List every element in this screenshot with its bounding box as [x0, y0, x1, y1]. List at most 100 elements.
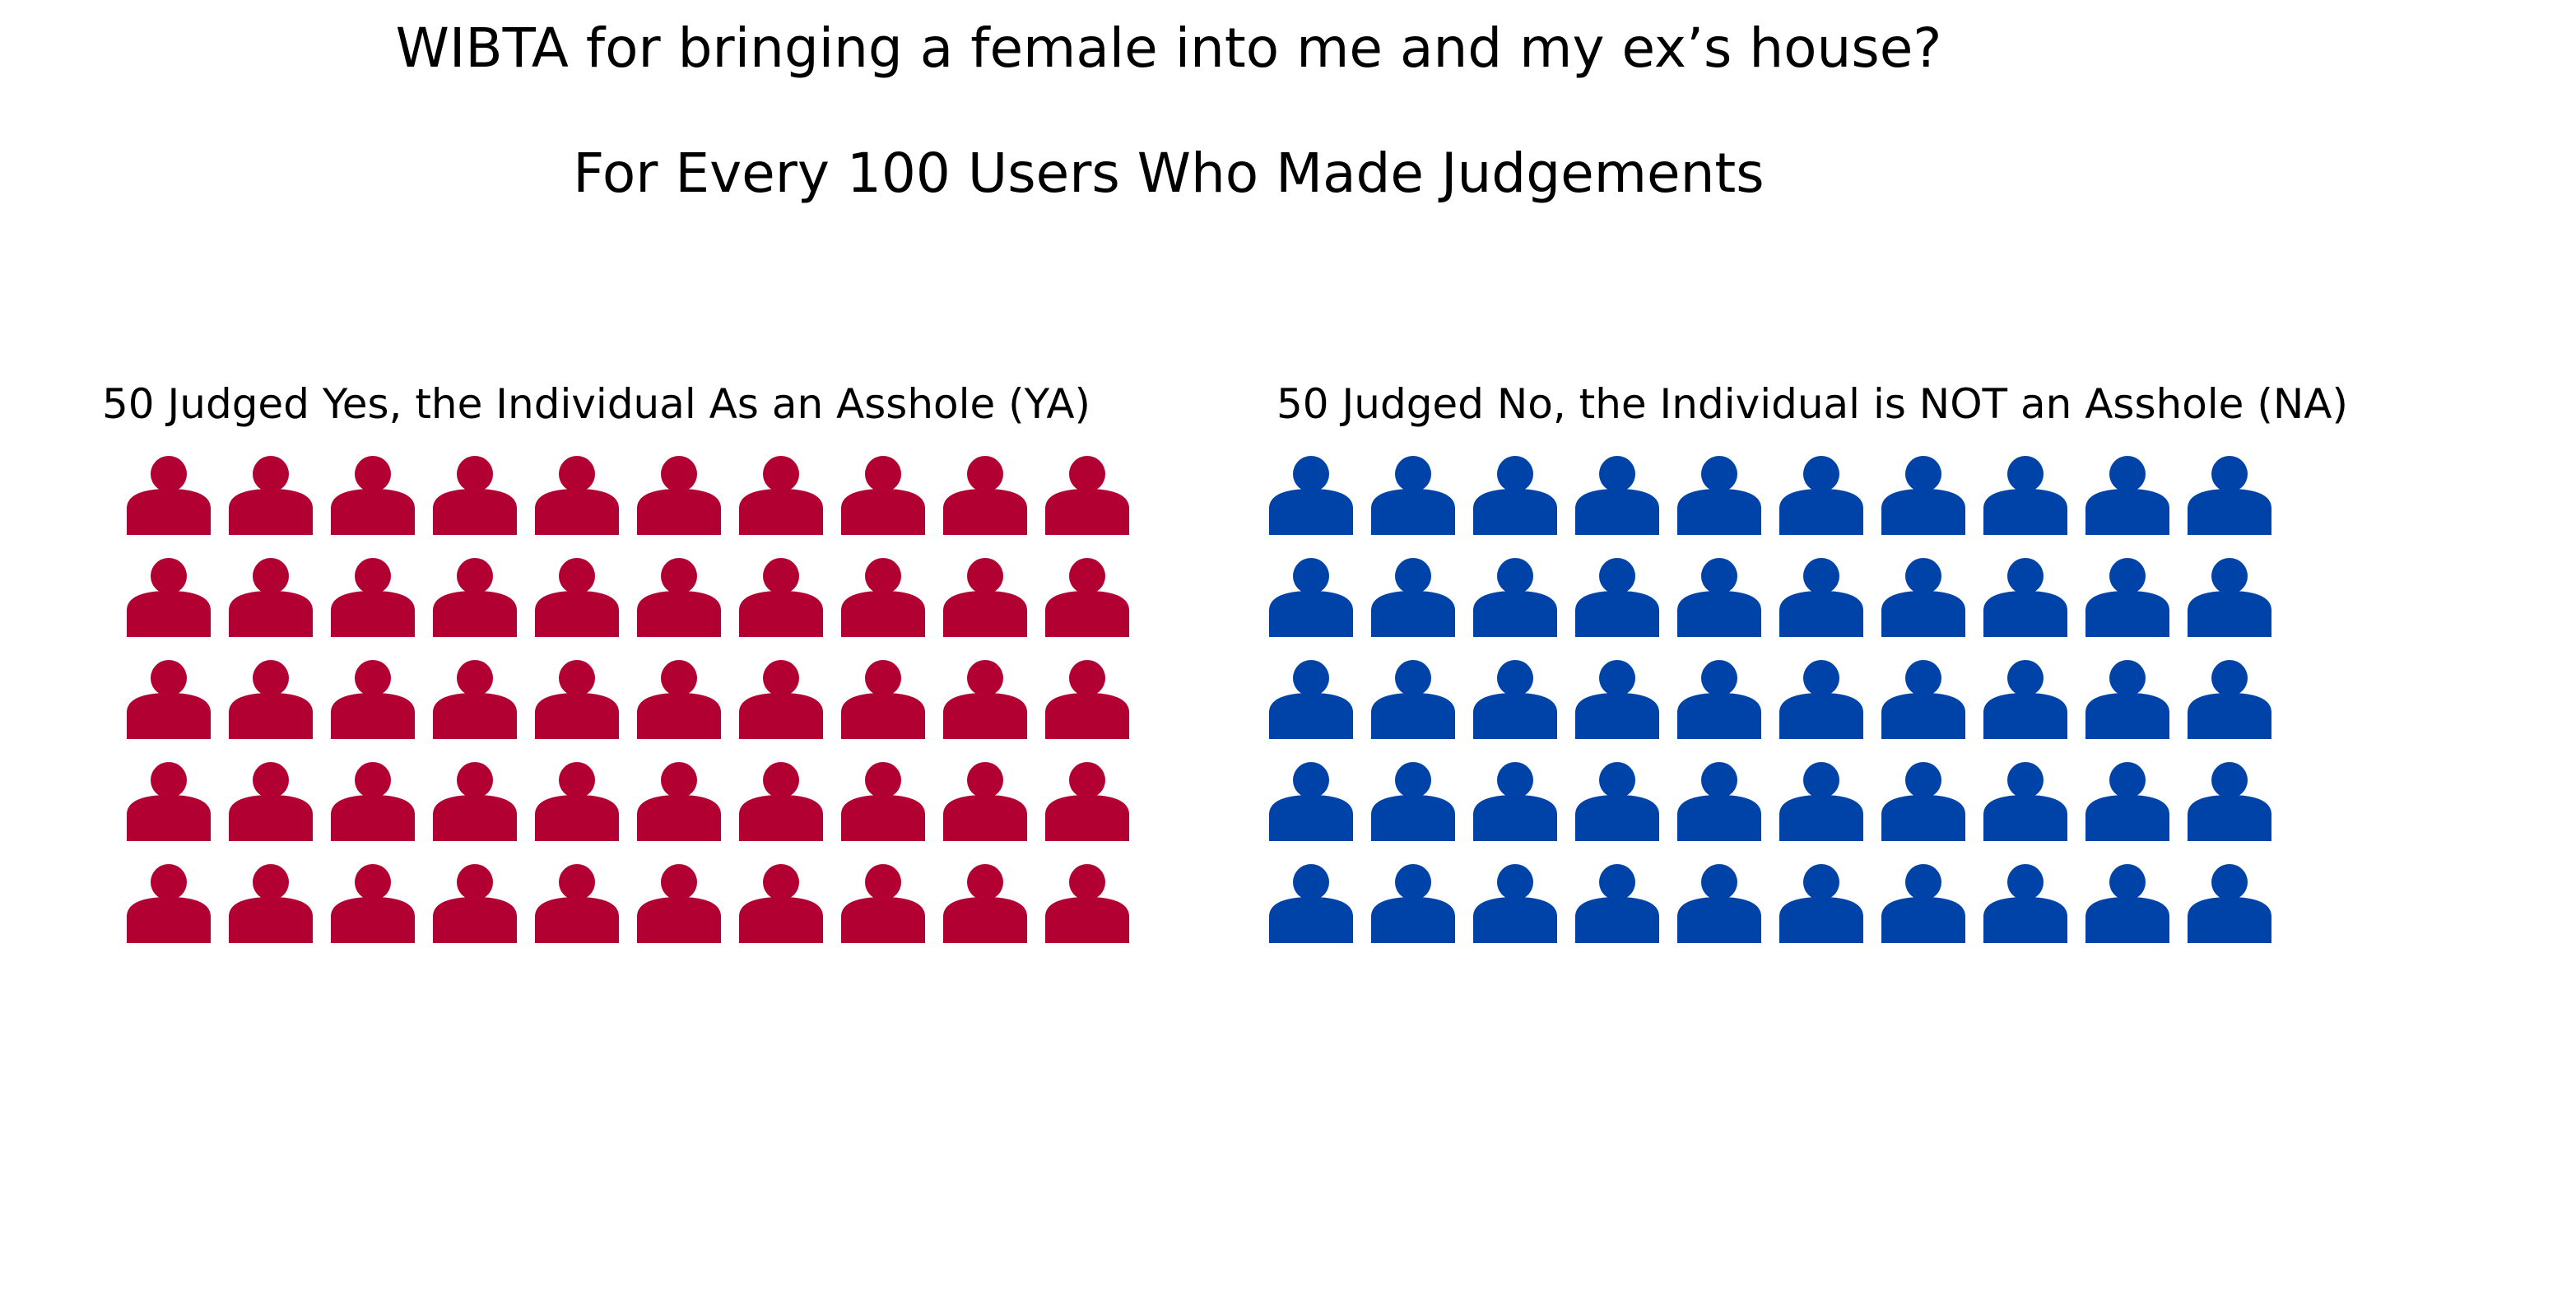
ya-person-icon: [943, 456, 1027, 535]
ya-person-icon: [229, 762, 313, 841]
na-person-icon: [1983, 660, 2067, 739]
ya-person-icon: [331, 762, 415, 841]
na-person-icon: [1983, 456, 2067, 535]
ya-person-icon: [331, 660, 415, 739]
na-person-icon: [1269, 864, 1353, 943]
na-person-icon: [1473, 558, 1557, 637]
ya-group-label: 50 Judged Yes, the Individual As an Assh…: [102, 380, 1091, 428]
na-person-icon: [1881, 864, 1965, 943]
ya-person-icon: [943, 762, 1027, 841]
ya-person-icon: [229, 456, 313, 535]
na-person-icon: [1779, 762, 1863, 841]
na-person-icon: [2085, 558, 2169, 637]
na-person-icon: [2085, 762, 2169, 841]
na-person-icon: [1881, 660, 1965, 739]
na-person-icon: [1677, 762, 1761, 841]
na-person-icon: [1779, 558, 1863, 637]
na-person-icon: [1983, 762, 2067, 841]
na-person-icon: [1473, 864, 1557, 943]
ya-pictogram-grid: [127, 456, 1129, 943]
na-person-icon: [2188, 456, 2271, 535]
na-person-icon: [1677, 456, 1761, 535]
na-person-icon: [1983, 558, 2067, 637]
na-person-icon: [1575, 864, 1659, 943]
na-person-icon: [2188, 558, 2271, 637]
ya-person-icon: [739, 558, 823, 637]
na-person-icon: [1983, 864, 2067, 943]
ya-person-icon: [535, 864, 619, 943]
ya-person-icon: [1045, 456, 1129, 535]
na-person-icon: [1779, 456, 1863, 535]
na-group-label: 50 Judged No, the Individual is NOT an A…: [1276, 380, 2348, 428]
na-person-icon: [1677, 660, 1761, 739]
na-person-icon: [1473, 762, 1557, 841]
ya-person-icon: [739, 864, 823, 943]
ya-person-icon: [433, 762, 517, 841]
ya-person-icon: [739, 762, 823, 841]
ya-person-icon: [535, 456, 619, 535]
ya-person-icon: [433, 864, 517, 943]
ya-person-icon: [841, 660, 925, 739]
ya-person-icon: [331, 558, 415, 637]
ya-person-icon: [535, 558, 619, 637]
na-person-icon: [1575, 762, 1659, 841]
na-person-icon: [1575, 660, 1659, 739]
na-person-icon: [2188, 660, 2271, 739]
ya-person-icon: [637, 558, 721, 637]
ya-person-icon: [1045, 762, 1129, 841]
na-person-icon: [2085, 456, 2169, 535]
ya-person-icon: [637, 456, 721, 535]
ya-person-icon: [637, 864, 721, 943]
ya-person-icon: [739, 660, 823, 739]
na-person-icon: [1779, 660, 1863, 739]
ya-person-icon: [535, 660, 619, 739]
na-person-icon: [1269, 456, 1353, 535]
ya-person-icon: [433, 660, 517, 739]
na-person-icon: [1269, 762, 1353, 841]
na-person-icon: [1371, 558, 1455, 637]
na-pictogram-grid: [1269, 456, 2271, 943]
ya-person-icon: [637, 762, 721, 841]
na-person-icon: [1881, 558, 1965, 637]
ya-person-icon: [127, 762, 211, 841]
ya-person-icon: [127, 864, 211, 943]
ya-person-icon: [127, 660, 211, 739]
ya-person-icon: [943, 558, 1027, 637]
ya-person-icon: [841, 558, 925, 637]
na-person-icon: [1575, 558, 1659, 637]
na-person-icon: [1677, 558, 1761, 637]
ya-person-icon: [127, 456, 211, 535]
ya-person-icon: [841, 762, 925, 841]
chart-title: WIBTA for bringing a female into me and …: [395, 16, 1942, 80]
ya-person-icon: [841, 864, 925, 943]
na-person-icon: [1269, 660, 1353, 739]
ya-person-icon: [433, 456, 517, 535]
ya-person-icon: [841, 456, 925, 535]
na-person-icon: [1881, 456, 1965, 535]
chart-subtitle: For Every 100 Users Who Made Judgements: [573, 142, 1765, 205]
na-person-icon: [1881, 762, 1965, 841]
ya-person-icon: [1045, 558, 1129, 637]
ya-person-icon: [433, 558, 517, 637]
ya-person-icon: [331, 864, 415, 943]
ya-person-icon: [229, 864, 313, 943]
ya-person-icon: [943, 660, 1027, 739]
ya-person-icon: [331, 456, 415, 535]
ya-person-icon: [1045, 864, 1129, 943]
ya-person-icon: [739, 456, 823, 535]
na-person-icon: [1575, 456, 1659, 535]
ya-person-icon: [1045, 660, 1129, 739]
ya-person-icon: [229, 558, 313, 637]
na-person-icon: [2188, 762, 2271, 841]
na-person-icon: [1473, 456, 1557, 535]
na-person-icon: [1779, 864, 1863, 943]
ya-person-icon: [535, 762, 619, 841]
na-person-icon: [1371, 762, 1455, 841]
ya-person-icon: [127, 558, 211, 637]
na-person-icon: [1371, 456, 1455, 535]
ya-person-icon: [229, 660, 313, 739]
na-person-icon: [1269, 558, 1353, 637]
na-person-icon: [2085, 864, 2169, 943]
na-person-icon: [1371, 864, 1455, 943]
na-person-icon: [1473, 660, 1557, 739]
